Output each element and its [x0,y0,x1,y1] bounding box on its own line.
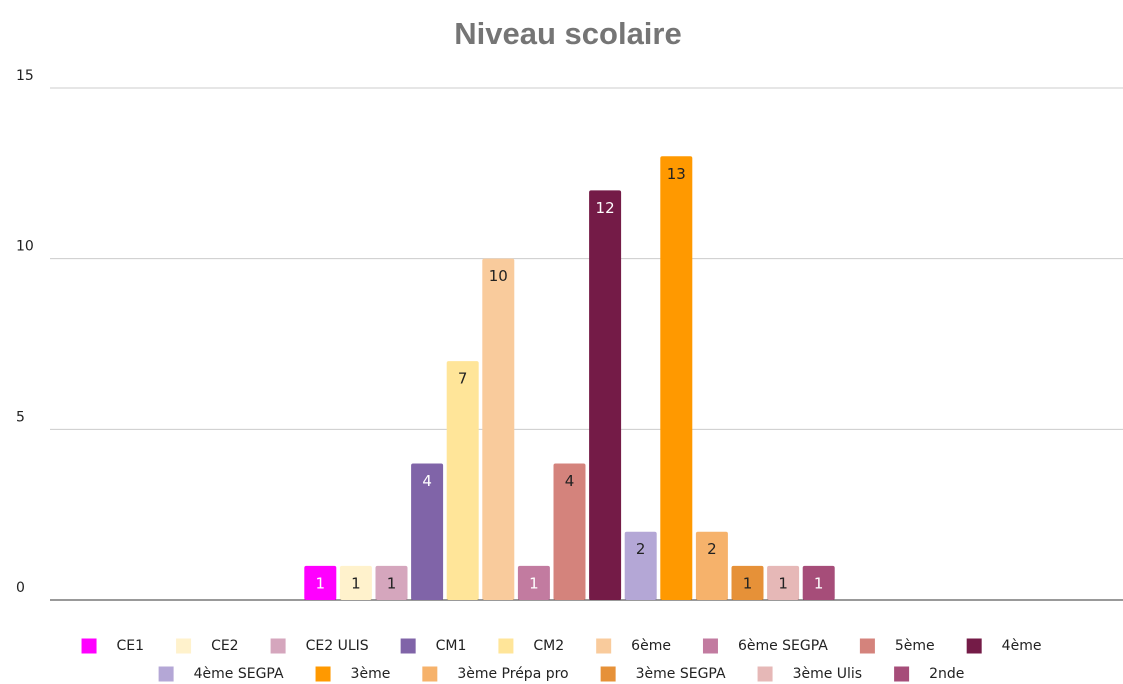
legend-swatch [600,666,616,682]
data-label: 2 [707,540,717,558]
legend-label: CM1 [436,638,467,654]
legend-swatch [270,638,286,654]
legend-swatch [315,666,331,682]
legend-label: 2nde [929,666,964,682]
bar [482,258,515,600]
y-tick-label: 5 [16,409,25,425]
data-label: 1 [529,574,539,592]
y-tick-label: 0 [16,580,25,596]
bar [517,565,550,600]
legend-label: 3ème Prépa pro [457,666,568,682]
bar [339,565,372,600]
data-label: 7 [458,370,468,388]
bar [589,190,622,600]
data-label: 1 [387,574,397,592]
legend-swatch [400,638,416,654]
legend-label: CM2 [533,638,564,654]
y-tick-label: 10 [16,239,34,255]
legend-label: 4ème [1002,638,1042,654]
bar [660,156,693,600]
legend-label: 6ème [631,638,671,654]
y-tick-label: 15 [16,68,34,84]
legend-swatch [498,638,514,654]
data-label: 1 [351,574,361,592]
bar [624,531,657,600]
chart-title: Niveau scolaire [454,16,681,51]
data-label: 4 [565,472,575,490]
bar [731,565,764,600]
legend-label: 3ème [351,666,391,682]
legend-label: 3ème Ulis [793,666,863,682]
bar [446,361,479,600]
legend-swatch [176,638,192,654]
legend-swatch [894,666,910,682]
legend-label: CE2 ULIS [306,638,369,654]
legend-label: 4ème SEGPA [194,666,284,682]
legend-swatch [702,638,718,654]
data-label: 1 [316,574,326,592]
legend-swatch [422,666,438,682]
legend-swatch [859,638,875,654]
bar [695,531,728,600]
data-label: 4 [422,472,432,490]
data-label: 1 [814,574,824,592]
bar [411,463,444,600]
legend-label: 6ème SEGPA [738,638,828,654]
data-label: 1 [778,574,788,592]
legend-label: 5ème [895,638,935,654]
bar [304,565,337,600]
bar [375,565,408,600]
legend-swatch [158,666,174,682]
legend-swatch [81,638,97,654]
data-label: 2 [636,540,646,558]
legend-swatch [966,638,982,654]
legend-label: 3ème SEGPA [636,666,726,682]
legend-label: CE2 [211,638,239,654]
bar [767,565,800,600]
legend-swatch [757,666,773,682]
data-label: 12 [596,199,615,217]
legend-swatch [596,638,612,654]
bar [553,463,586,600]
bar [802,565,835,600]
legend-label: CE1 [117,638,145,654]
data-label: 10 [489,267,508,285]
data-label: 13 [667,165,686,183]
data-label: 1 [743,574,753,592]
